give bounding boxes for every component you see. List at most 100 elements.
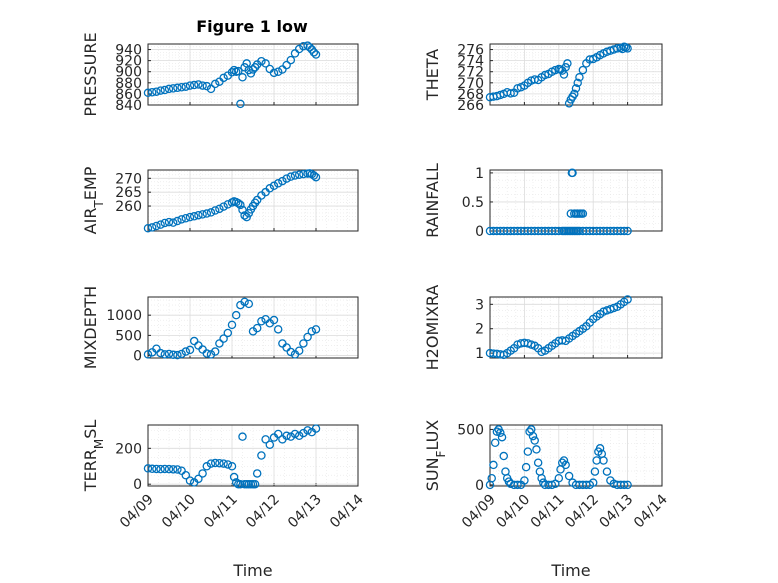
x-tick-label: 04/11 (528, 492, 568, 532)
data-point (185, 212, 195, 222)
y-tick-label: 0 (475, 478, 484, 494)
data-point (160, 85, 170, 95)
data-point (520, 476, 529, 485)
data-point (219, 334, 228, 343)
data-point (173, 465, 182, 474)
axes-border (489, 296, 663, 359)
data-point (273, 67, 283, 76)
data-point (152, 464, 161, 474)
y-tick-label: 2 (475, 322, 484, 338)
y-tick-label: 260 (115, 199, 142, 215)
y-axis-label: PRESSURE (81, 32, 100, 116)
data-point (202, 462, 212, 471)
panel-h2omixra: 1 2 3 H2OMIXRA (423, 285, 663, 370)
axes-border (147, 43, 359, 106)
data-point (561, 460, 570, 470)
data-point (173, 83, 182, 93)
y-tick-label: 940 (115, 43, 142, 59)
axes-border (147, 424, 359, 487)
data-point (309, 48, 319, 57)
data-point (311, 50, 321, 59)
data-point (273, 325, 283, 334)
data-point (309, 171, 319, 180)
data-point (564, 99, 574, 108)
data-point (236, 200, 245, 210)
data-point (229, 472, 239, 482)
y-axis-label: THETA (423, 49, 442, 101)
data-point (513, 480, 522, 490)
y-tick-label: 0 (133, 477, 142, 493)
data-point (282, 174, 291, 183)
figure-title: Figure 1 low (196, 17, 308, 36)
x-tick-label: 04/13 (597, 492, 637, 532)
data-point (554, 473, 564, 483)
x-tick-label: 04/14 (631, 491, 671, 531)
panel-terr-msl: 0 200 TERRMSL 04/09 04/10 04/11 04/12 04/13 04/1… (81, 420, 367, 580)
data-point (269, 315, 279, 325)
data-point (532, 445, 541, 454)
y-tick-label: 900 (115, 65, 142, 81)
y-tick-label: 0.5 (462, 195, 484, 211)
y-tick-label: 270 (457, 76, 484, 92)
data-point (177, 83, 186, 92)
data-point (623, 295, 632, 304)
data-point (311, 172, 321, 182)
y-axis-label: SUNFLUX (423, 420, 448, 492)
data-point (257, 316, 266, 326)
data-point (189, 336, 199, 346)
data-point (240, 211, 249, 220)
y-tick-label: 0 (475, 224, 484, 240)
data-point (573, 78, 582, 88)
data-point (528, 431, 538, 441)
data-point (257, 451, 266, 460)
data-point (294, 170, 304, 179)
data-point (299, 428, 308, 438)
data-point (164, 349, 174, 359)
data-point (299, 41, 308, 51)
data-point (273, 179, 283, 188)
data-point (575, 73, 584, 82)
y-tick-label: 200 (115, 441, 142, 457)
data-point (164, 84, 174, 94)
x-tick-label: 04/09 (117, 492, 157, 532)
data-point (252, 323, 262, 333)
y-axis-label: AIRTEMP (81, 166, 106, 234)
data-point (147, 223, 157, 232)
y-tick-label: 1 (475, 346, 484, 362)
y-tick-label: 272 (457, 65, 484, 81)
y-tick-label: 500 (457, 422, 484, 438)
data-point (490, 438, 500, 447)
data-point (523, 447, 533, 456)
y-tick-label: 1 (475, 166, 484, 182)
data-point (269, 68, 279, 78)
data-point (252, 195, 262, 205)
data-point (619, 226, 629, 236)
data-point (530, 436, 539, 445)
y-tick-label: 3 (475, 297, 484, 313)
data-point (206, 84, 216, 94)
data-point (286, 347, 296, 357)
data-point (164, 217, 174, 227)
data-point (223, 460, 233, 469)
axes-border (147, 169, 359, 232)
data-point (210, 458, 220, 468)
y-tick-label: 276 (457, 43, 484, 59)
data-point (168, 84, 178, 93)
data-point (240, 297, 249, 307)
y-tick-label: 274 (457, 54, 484, 70)
data-point (282, 60, 291, 70)
y-tick-label: 266 (457, 98, 484, 114)
data-point (257, 56, 266, 66)
data-point (578, 209, 588, 218)
data-point (227, 462, 237, 471)
data-point (227, 320, 237, 330)
data-point (177, 349, 186, 359)
data-point (152, 87, 161, 96)
y-tick-label: 268 (457, 87, 484, 103)
data-point (286, 172, 296, 181)
y-tick-label: 270 (115, 171, 142, 187)
data-point (238, 205, 247, 215)
